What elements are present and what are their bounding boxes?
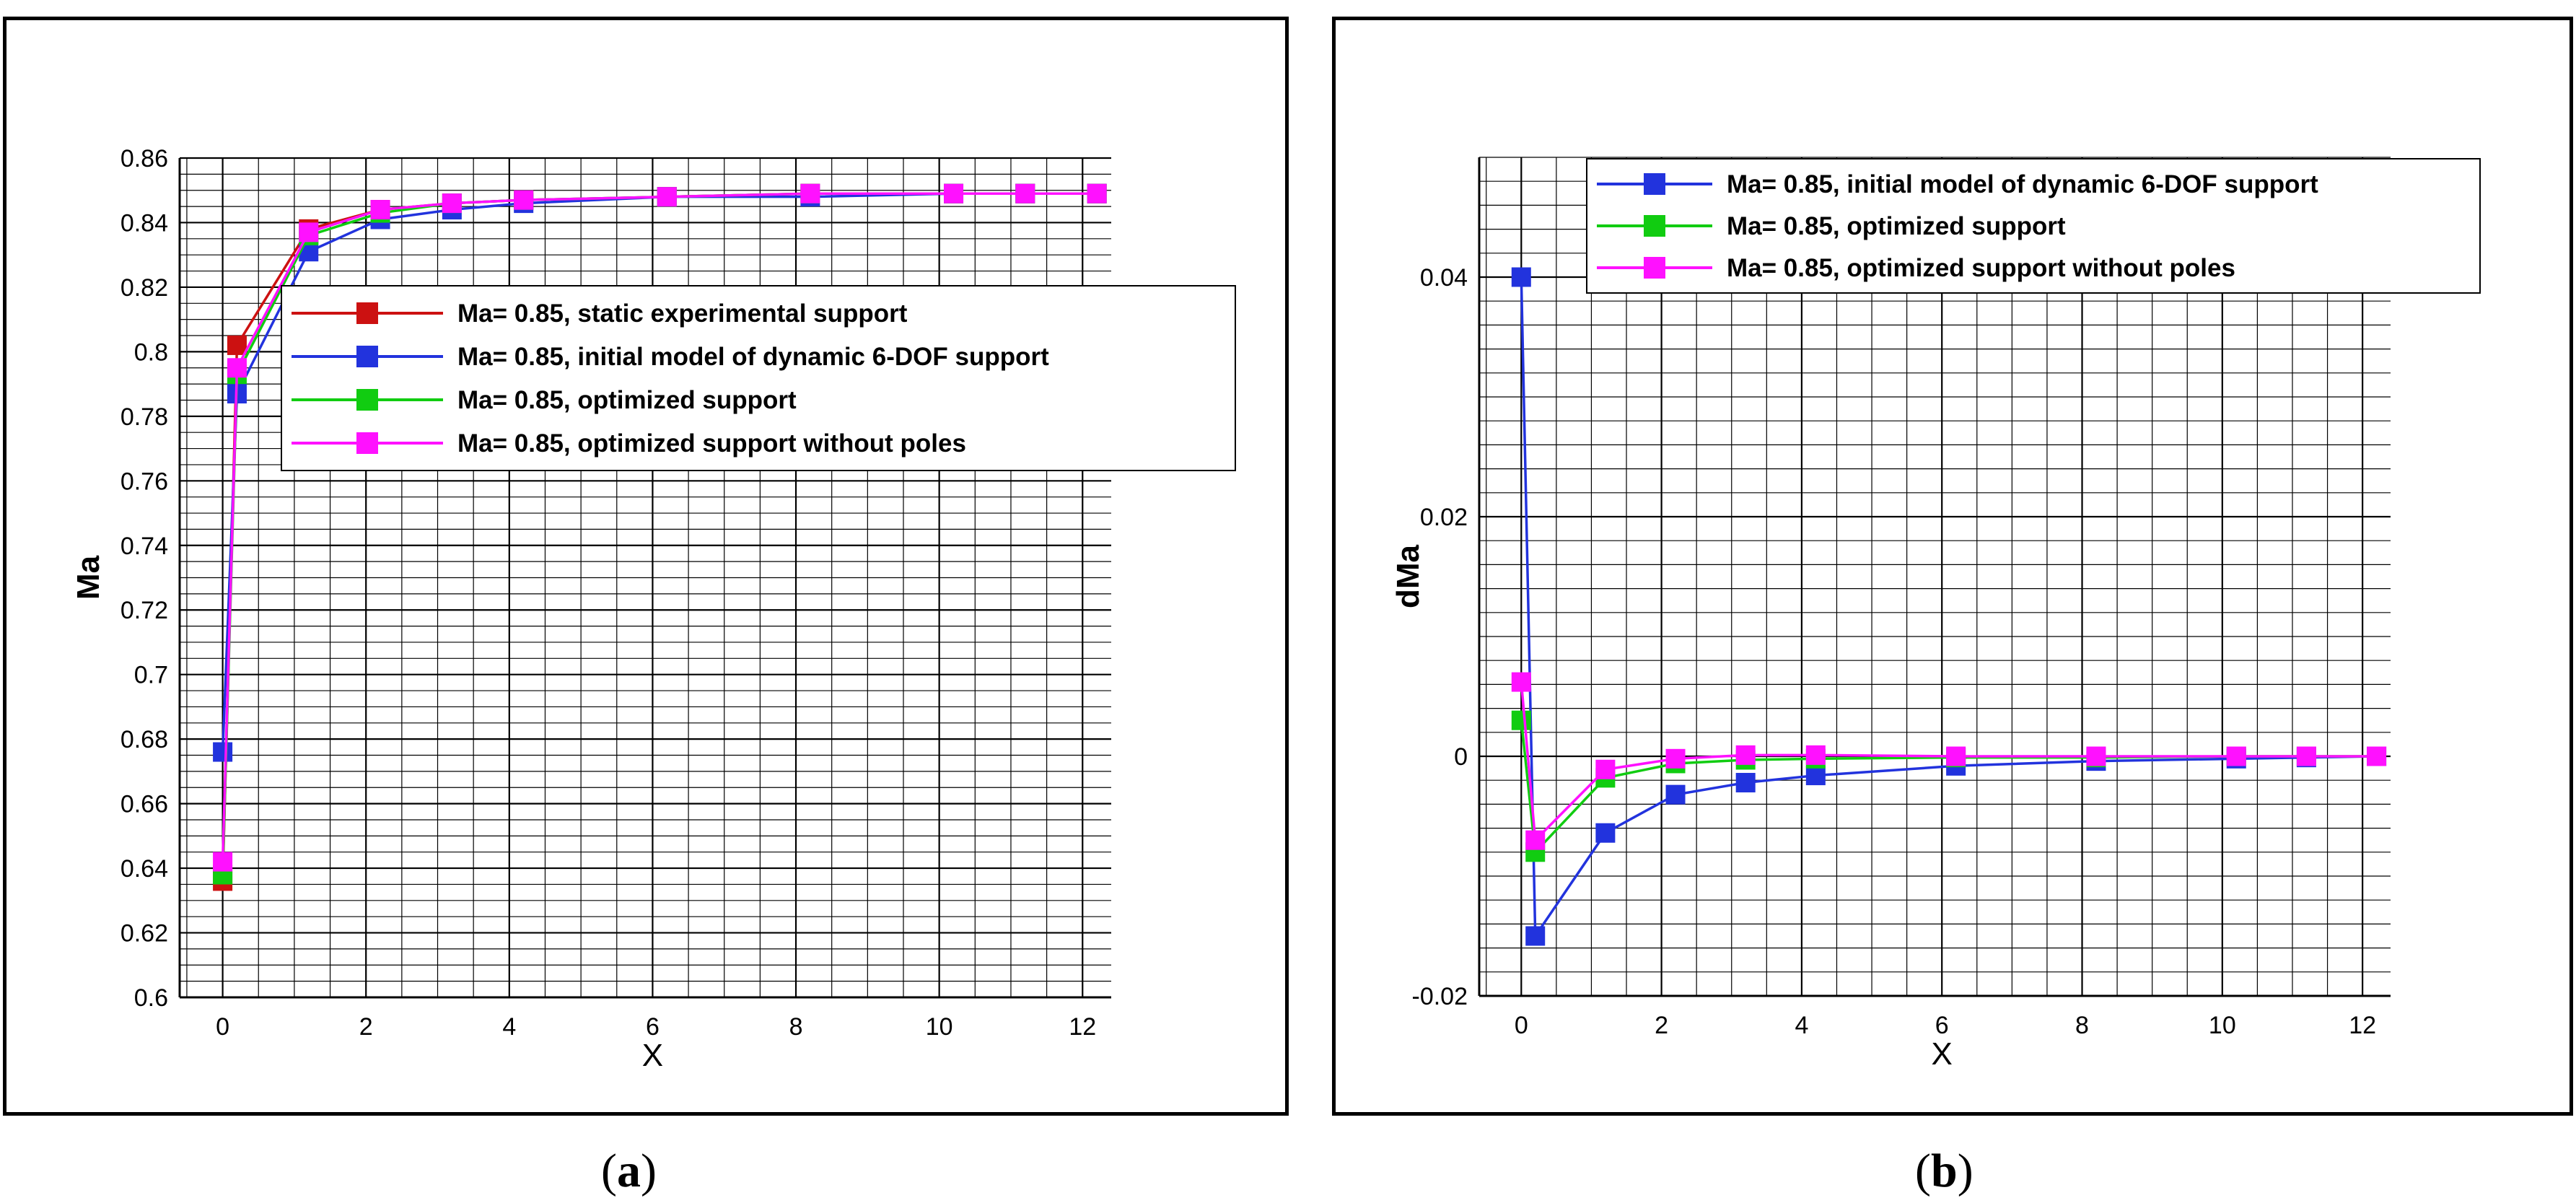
chart-b-data-point-optimized-no-poles [2226,746,2246,766]
chart-a-y-tick-label: 0.72 [121,597,168,624]
chart-a-x-tick-label: 8 [789,1013,803,1041]
chart-b-x-tick-label: 8 [2075,1012,2089,1039]
chart-a-x-tick-label: 12 [1069,1013,1096,1041]
chart-a-x-tick-label: 4 [502,1013,516,1041]
chart-b-data-point-optimized-no-poles [1511,672,1531,692]
chart-a-legend-label: Ma= 0.85, static experimental support [457,299,908,328]
chart-b-y-tick-label: 0.02 [1420,504,1468,531]
chart-b-series-line-initial-model [1520,276,2377,940]
chart-b-legend-marker [1644,257,1665,279]
chart-b-data-point-optimized-no-poles [2296,746,2316,766]
chart-a-x-tick-label: 0 [216,1013,229,1041]
chart-a-y-tick-label: 0.64 [121,855,168,883]
chart-a-data-point-optimized-no-poles [514,190,534,210]
chart-b-data-point-optimized-no-poles [1525,830,1546,850]
chart-a-data-point-optimized-no-poles [213,852,233,872]
chart-a-legend-marker [356,432,378,454]
chart-panel-a: 0 2 4 6 8 10 12 0.6 0.62 0.64 0.66 0.68 0.7 0.72 0.74 0… [3,17,1289,1116]
chart-b-x-tick-label: 4 [1795,1012,1808,1039]
chart-a-x-tick-label: 10 [926,1013,953,1041]
chart-a-y-tick-label: 0.62 [121,920,168,948]
chart-a-y-tick-label: 0.86 [121,145,168,172]
chart-b-data-point-optimized-no-poles [1946,746,1966,766]
chart-a-y-tick-label: 0.68 [121,726,168,753]
chart-a-legend-marker [356,346,378,367]
chart-a-data-point-optimized-no-poles [657,187,677,207]
chart-a-legend-label: Ma= 0.85, optimized support [457,386,797,414]
chart-b-legend-marker [1644,215,1665,237]
chart-a-legend-label: Ma= 0.85, initial model of dynamic 6-DOF… [457,343,1049,371]
chart-a-y-tick-label: 0.7 [134,662,168,689]
chart-a-series-line-initial-model [221,192,1098,753]
chart-b-data-point-optimized-no-poles [1805,745,1826,765]
chart-a-grid-minor [180,157,1111,998]
chart-b-x-tick-label: 0 [1515,1012,1528,1039]
chart-b-y-tick-label: -0.02 [1412,983,1468,1010]
chart-b-x-tick-label: 10 [2209,1012,2236,1039]
chart-a-data-point-optimized-no-poles [299,222,319,242]
subfigure-label-b: (b) [1915,1145,1973,1197]
chart-b-legend-label: Ma= 0.85, optimized support without pole… [1727,254,2235,282]
chart-b-x-axis-title: X [1932,1036,1953,1072]
chart-a-data-point-optimized-no-poles [442,193,462,214]
chart-b-data-point-optimized-no-poles [1735,745,1756,765]
chart-a-legend [281,285,1236,471]
chart-a-data-point-optimized-no-poles [227,358,247,378]
chart-a-data-point-optimized-no-poles [1015,183,1035,204]
chart-b-x-tick-label: 6 [1935,1012,1949,1039]
chart-b-data-point-optimized-no-poles [2086,746,2106,766]
chart-b-data-point-initial-model [1735,773,1756,793]
chart-a-y-tick-label: 0.78 [121,403,168,431]
chart-a-data-point-optimized-no-poles [1087,183,1107,204]
chart-b-data-point-initial-model [1525,926,1546,946]
chart-b-data-point-initial-model [1665,784,1686,805]
chart-b-x-tick-label: 2 [1655,1012,1668,1039]
chart-a-y-axis-title: Ma [71,555,106,600]
chart-b-data-point-optimized-no-poles [1665,748,1686,769]
chart-a-data-point-static-experimental [227,335,247,355]
chart-b-data-point-optimized-no-poles [2367,746,2387,766]
chart-a-x-tick-label: 2 [359,1013,373,1041]
chart-b-legend [1586,158,2481,294]
chart-b-data-point-initial-model [1511,267,1531,287]
chart-b-legend-label: Ma= 0.85, optimized support [1727,212,2066,240]
chart-b-data-point-optimized [1511,710,1531,730]
chart-a-legend-marker [356,302,378,324]
chart-a-data-point-optimized-no-poles [370,200,390,220]
chart-b-y-axis-title: dMa [1390,544,1426,608]
chart-a-y-tick-label: 0.82 [121,274,168,302]
chart-b-y-tick-label: 0.04 [1420,264,1468,292]
chart-a-data-point-optimized-no-poles [944,183,964,204]
chart-b-x-tick-label: 12 [2349,1012,2376,1039]
chart-a-x-tick-label: 6 [646,1013,660,1041]
subfigure-label-a: (a) [601,1145,657,1197]
chart-a-y-tick-label: 0.76 [121,468,168,495]
chart-b-data-point-optimized-no-poles [1595,759,1616,779]
chart-b-legend-label: Ma= 0.85, initial model of dynamic 6-DOF… [1727,170,2318,198]
chart-a-y-tick-label: 0.8 [134,338,168,366]
chart-a-legend-label: Ma= 0.85, optimized support without pole… [457,429,966,458]
chart-a-y-tick-label: 0.74 [121,533,168,560]
chart-a-y-tick-label: 0.84 [121,209,168,237]
chart-b-y-tick-label: 0 [1454,743,1468,771]
chart-a-data-point-initial-model [213,742,233,762]
chart-b-data-point-initial-model [1595,823,1616,843]
chart-a-legend-marker [356,389,378,411]
chart-b-data-point-initial-model [1805,766,1826,786]
chart-a-y-tick-label: 0.66 [121,791,168,818]
chart-b-legend-marker [1644,173,1665,195]
chart-b-series-line-optimized [1520,720,2377,855]
chart-a-svg: 0 2 4 6 8 10 12 0.6 0.62 0.64 0.66 0.68 0.7 0.72 0.74 0… [71,145,1236,1073]
chart-a-y-tick-label: 0.6 [134,984,168,1012]
chart-a-data-point-optimized-no-poles [800,183,820,204]
chart-a-x-axis-title: X [642,1038,663,1073]
